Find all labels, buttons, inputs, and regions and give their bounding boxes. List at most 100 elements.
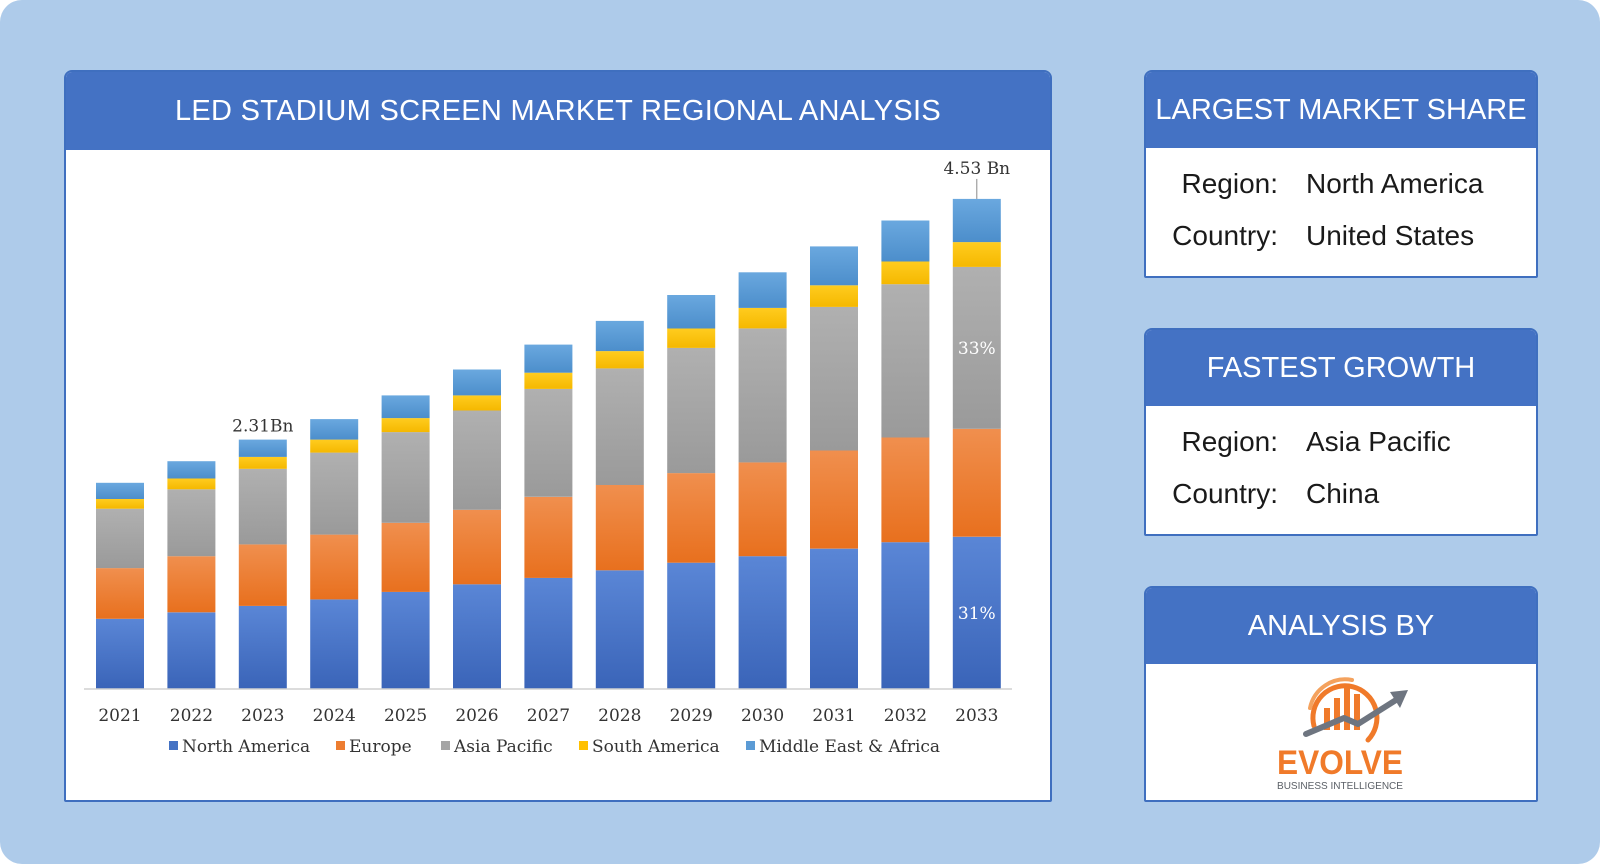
- legend-swatch: [336, 741, 345, 750]
- country-value: United States: [1306, 220, 1475, 251]
- bar-segment-south-america-2022: [167, 478, 216, 490]
- bar-segment-asia-pacific-2032: [881, 284, 930, 438]
- x-tick-label: 2025: [384, 706, 427, 726]
- bar-segment-north-america-2025: [381, 591, 430, 689]
- bar-segment-asia-pacific-2027: [524, 388, 573, 497]
- bar-segment-middle-east-africa-2025: [381, 395, 430, 419]
- legend-label: North America: [182, 737, 310, 757]
- bar-segment-north-america-2029: [667, 562, 716, 689]
- x-tick-label: 2027: [527, 706, 570, 726]
- country-label: Country:: [1172, 478, 1278, 509]
- bar-segment-south-america-2023: [238, 456, 287, 469]
- largest-share-region-row: Region: North America: [1146, 158, 1536, 210]
- bar-segment-europe-2024: [310, 534, 359, 600]
- x-tick-label: 2029: [670, 706, 713, 726]
- bar-segment-north-america-2028: [595, 570, 644, 689]
- legend-swatch: [579, 741, 588, 750]
- x-tick-label: 2021: [98, 706, 141, 726]
- bar-segment-asia-pacific-2022: [167, 489, 216, 557]
- legend-label: Europe: [349, 737, 412, 757]
- bar-segment-asia-pacific-2029: [667, 347, 716, 474]
- x-tick-label: 2033: [955, 706, 998, 726]
- bar-segment-south-america-2025: [381, 418, 430, 433]
- legend-label: South America: [592, 737, 720, 757]
- fastest-growth-region-row: Region: Asia Pacific: [1146, 416, 1536, 468]
- bar-segment-middle-east-africa-2026: [453, 369, 501, 396]
- bar-segment-europe-2032: [881, 437, 930, 543]
- bar-segment-europe-2027: [524, 496, 573, 578]
- country-label: Country:: [1172, 220, 1278, 251]
- bar-segment-asia-pacific-2031: [810, 306, 858, 451]
- x-tick-label: 2022: [170, 706, 213, 726]
- bar-segment-asia-pacific-2021: [96, 508, 144, 569]
- bar-segment-south-america-2028: [595, 351, 644, 369]
- x-tick-label: 2031: [812, 706, 855, 726]
- data-label-annotation: 4.53 Bn: [943, 159, 1010, 179]
- bar-segment-europe-2022: [167, 556, 216, 613]
- bar-segment-south-america-2024: [310, 439, 359, 453]
- bar-segment-south-america-2026: [453, 395, 501, 411]
- x-tick-label: 2032: [884, 706, 927, 726]
- data-label-annotation: 31%: [958, 604, 996, 624]
- bar-segment-europe-2026: [453, 509, 501, 585]
- data-label-annotation: 33%: [958, 339, 996, 359]
- bar-segment-europe-2025: [381, 522, 430, 592]
- legend-label: Asia Pacific: [453, 737, 553, 757]
- bar-segment-north-america-2022: [167, 612, 216, 689]
- legend-swatch: [441, 741, 450, 750]
- legend-label: Middle East & Africa: [759, 737, 940, 757]
- evolve-logo-icon: EVOLVE BUSINESS INTELLIGENCE: [1277, 677, 1408, 792]
- bar-segment-asia-pacific-2028: [595, 368, 644, 485]
- bar-segment-asia-pacific-2033: [952, 266, 1001, 429]
- x-tick-label: 2026: [455, 706, 498, 726]
- legend-swatch: [169, 741, 178, 750]
- bar-segment-asia-pacific-2023: [238, 468, 287, 545]
- bar-segment-asia-pacific-2025: [381, 432, 430, 523]
- x-tick-label: 2030: [741, 706, 784, 726]
- bar-segment-middle-east-africa-2029: [667, 295, 716, 329]
- fastest-growth-box: FASTEST GROWTH Region: Asia Pacific Coun…: [1144, 328, 1538, 536]
- data-label-annotation: 2.31Bn: [232, 417, 293, 437]
- bar-segment-europe-2021: [96, 568, 144, 619]
- chart-title: LED STADIUM SCREEN MARKET REGIONAL ANALY…: [66, 72, 1050, 150]
- country-value: China: [1306, 478, 1380, 509]
- bar-segment-north-america-2023: [238, 605, 287, 689]
- bar-segment-asia-pacific-2026: [453, 410, 501, 510]
- x-tick-label: 2028: [598, 706, 641, 726]
- region-label: Region:: [1181, 426, 1278, 457]
- logo-word: EVOLVE: [1277, 744, 1403, 782]
- bar-segment-south-america-2033: [952, 242, 1001, 267]
- bar-segment-south-america-2027: [524, 372, 573, 389]
- bar-segment-europe-2033: [952, 428, 1001, 537]
- bar-segment-europe-2023: [238, 544, 287, 606]
- legend-swatch: [746, 741, 755, 750]
- x-tick-label: 2023: [241, 706, 284, 726]
- stacked-bar-chart: 2021 2022 2023 2024 2025 2026 2027 2028 2029 2030…: [84, 159, 1012, 757]
- bar-segment-middle-east-africa-2027: [524, 344, 573, 373]
- bar-segment-south-america-2021: [96, 499, 144, 509]
- region-label: Region:: [1181, 168, 1278, 199]
- bar-segment-north-america-2027: [524, 577, 573, 689]
- bar-segment-asia-pacific-2024: [310, 452, 359, 535]
- x-tick-label: 2024: [313, 706, 356, 726]
- largest-market-share-box: LARGEST MARKET SHARE Region: North Ameri…: [1144, 70, 1538, 278]
- fastest-growth-country-row: Country: China: [1146, 468, 1536, 520]
- bar-segment-north-america-2021: [96, 618, 144, 689]
- bar-segment-middle-east-africa-2023: [238, 439, 287, 457]
- analysis-by-title: ANALYSIS BY: [1146, 588, 1536, 664]
- bar-segment-north-america-2032: [881, 542, 930, 689]
- bar-segment-north-america-2026: [453, 584, 501, 689]
- bar-segment-middle-east-africa-2031: [810, 246, 858, 286]
- bar-segment-north-america-2030: [738, 556, 787, 689]
- region-value: Asia Pacific: [1306, 426, 1451, 457]
- bar-segment-middle-east-africa-2021: [96, 482, 144, 499]
- bar-segment-north-america-2033: [952, 536, 1001, 689]
- bar-segment-middle-east-africa-2030: [738, 272, 787, 308]
- bar-segment-middle-east-africa-2028: [595, 320, 644, 352]
- bar-segment-middle-east-africa-2022: [167, 461, 216, 479]
- bar-segment-europe-2029: [667, 473, 716, 563]
- chart-panel: LED STADIUM SCREEN MARKET REGIONAL ANALY…: [64, 70, 1052, 802]
- logo-tagline: BUSINESS INTELLIGENCE: [1277, 780, 1403, 792]
- bar-segment-europe-2030: [738, 462, 787, 557]
- bar-segment-north-america-2024: [310, 599, 359, 689]
